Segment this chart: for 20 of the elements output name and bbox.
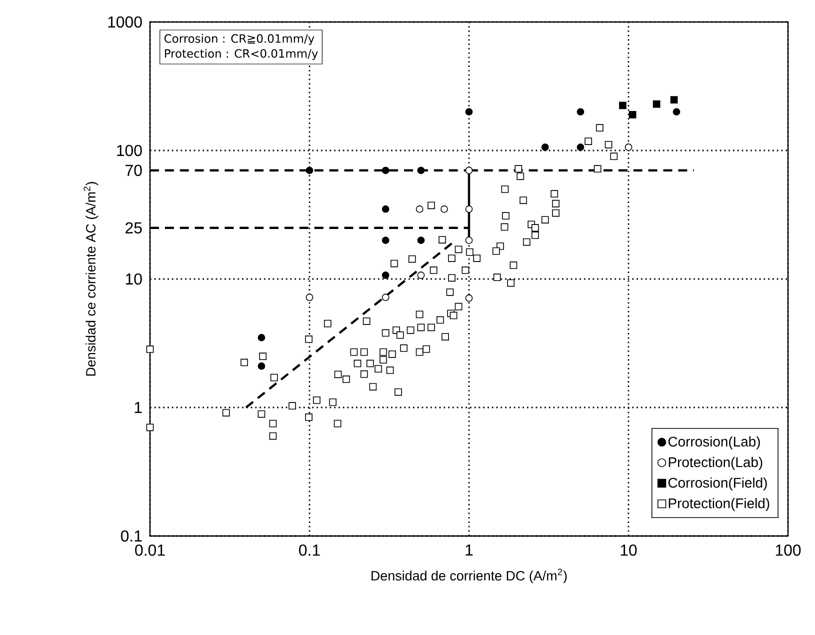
legend-label: Corrosion(Field)	[668, 477, 767, 490]
y-tick-label: 10	[126, 273, 142, 285]
x-tick-label: 1	[466, 544, 473, 556]
x-tick-label: 0.1	[299, 544, 320, 556]
annotation: Corrosion : CR≧0.01mm/y	[164, 34, 314, 46]
annotation: Protection : CR<0.01mm/y	[164, 48, 318, 60]
x-tick-label: 0.01	[135, 544, 165, 556]
x-axis-title: Densidad de corriente DC (A/m$^{2}$)	[372, 568, 567, 584]
x-tick-label: 100	[776, 544, 801, 556]
y-axis-title: Densidad ce corriente AC (A/m$^{2}$)	[84, 182, 98, 376]
legend-label: Protection(Lab)	[668, 456, 762, 470]
y-tick-label: 1	[134, 402, 142, 413]
y-tick-label: 100	[117, 144, 142, 156]
y-tick-label: 1000	[108, 16, 142, 28]
x-tick-label: 10	[620, 544, 637, 556]
y-tick-label: 0.1	[120, 530, 142, 542]
y-tick-label: 70	[126, 164, 142, 176]
y-tick-label: 25	[126, 222, 142, 234]
legend-label: Corrosion(Lab)	[668, 436, 760, 450]
legend-label: Protection(Field)	[668, 498, 770, 512]
